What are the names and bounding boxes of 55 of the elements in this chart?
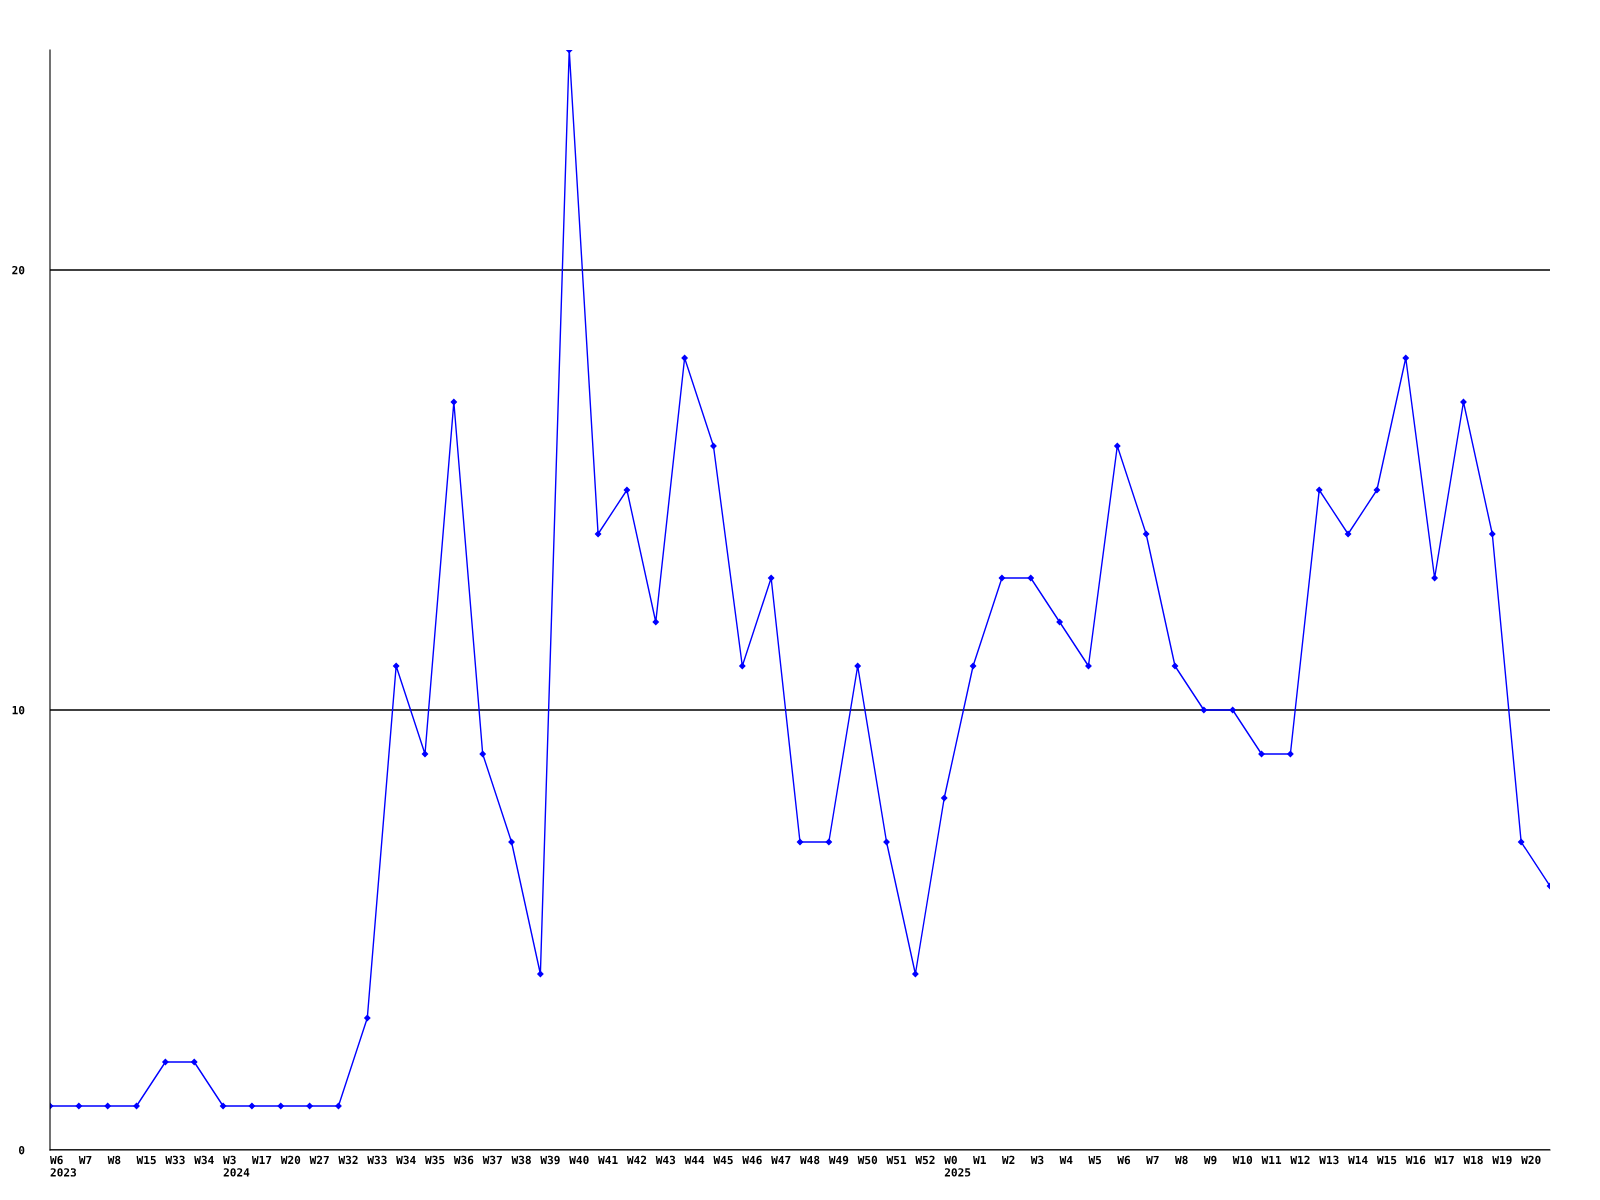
x-tick-label: W13 xyxy=(1319,1155,1339,1165)
x-tick-label: W4 xyxy=(1059,1155,1073,1164)
x-tick-label: W7 xyxy=(78,1155,92,1164)
x-tick-label: W51 xyxy=(886,1155,907,1165)
y-tick-label: 0 xyxy=(18,1145,25,1155)
y-tick-label: 20 xyxy=(12,265,25,275)
x-tick-label: W32 xyxy=(338,1155,358,1165)
x-tick-label: W27 xyxy=(309,1155,329,1164)
x-tick-label: W34 xyxy=(396,1155,416,1165)
x-tick-label: W7 xyxy=(1146,1155,1159,1164)
x-tick-label: W45 xyxy=(713,1155,733,1165)
y-tick-label: 10 xyxy=(12,705,25,715)
x-tick-label: W52 xyxy=(915,1155,935,1165)
x-tick-label: W6 xyxy=(1117,1155,1131,1165)
x-tick-label: W37 xyxy=(482,1155,502,1165)
x-tick-label: W15 xyxy=(136,1155,156,1165)
x-tick-label: W16 xyxy=(1405,1155,1426,1165)
x-tick-label: W12 xyxy=(1290,1155,1310,1164)
x-tick-label: W46 xyxy=(742,1155,762,1165)
x-tick-label: W42 xyxy=(626,1155,647,1164)
x-tick-label: W18 xyxy=(1463,1155,1483,1165)
x-tick-label: W20 xyxy=(1521,1155,1541,1165)
x-tick-label: W17 xyxy=(251,1155,272,1164)
x-tick-label: W44 xyxy=(684,1155,705,1164)
x-tick-label: W15 xyxy=(1376,1155,1397,1165)
x-tick-label: W14 xyxy=(1348,1155,1368,1164)
x-tick-label: W8 xyxy=(107,1155,121,1165)
x-tick-label: W0 2025 xyxy=(944,1155,971,1177)
x-tick-label: W47 xyxy=(771,1155,791,1164)
x-tick-label: W43 xyxy=(655,1155,676,1165)
x-tick-label: W20 xyxy=(280,1155,301,1165)
x-tick-label: W40 xyxy=(569,1155,589,1165)
x-tick-label: W49 xyxy=(828,1155,849,1165)
x-tick-label: W6 2023 xyxy=(50,1155,77,1177)
x-tick-label: W11 xyxy=(1261,1155,1282,1164)
x-tick-label: W34 xyxy=(194,1155,214,1165)
x-tick-label: W33 xyxy=(165,1155,185,1165)
x-tick-label: W35 xyxy=(425,1155,445,1165)
x-tick-label: W39 xyxy=(540,1155,560,1165)
x-tick-label: W9 xyxy=(1203,1155,1217,1165)
x-tick-label: W8 xyxy=(1175,1155,1188,1165)
x-tick-label: W3 2024 xyxy=(223,1155,250,1177)
x-tick-label: W33 xyxy=(367,1155,387,1165)
x-tick-label: W10 xyxy=(1232,1155,1253,1165)
x-tick-label: W38 xyxy=(511,1155,531,1165)
x-tick-label: W50 xyxy=(857,1155,878,1165)
x-tick-label: W3 xyxy=(1030,1155,1044,1165)
x-tick-label: W2 xyxy=(1001,1155,1015,1164)
x-tick-label: W5 xyxy=(1088,1155,1102,1165)
x-tick-label: W36 xyxy=(453,1155,474,1165)
x-tick-label: W41 xyxy=(598,1155,618,1164)
x-tick-label: W19 xyxy=(1492,1155,1512,1165)
x-tick-label: W17 xyxy=(1434,1155,1454,1164)
x-tick-label: W48 xyxy=(800,1155,820,1165)
x-tick-label: W1 xyxy=(973,1155,986,1164)
